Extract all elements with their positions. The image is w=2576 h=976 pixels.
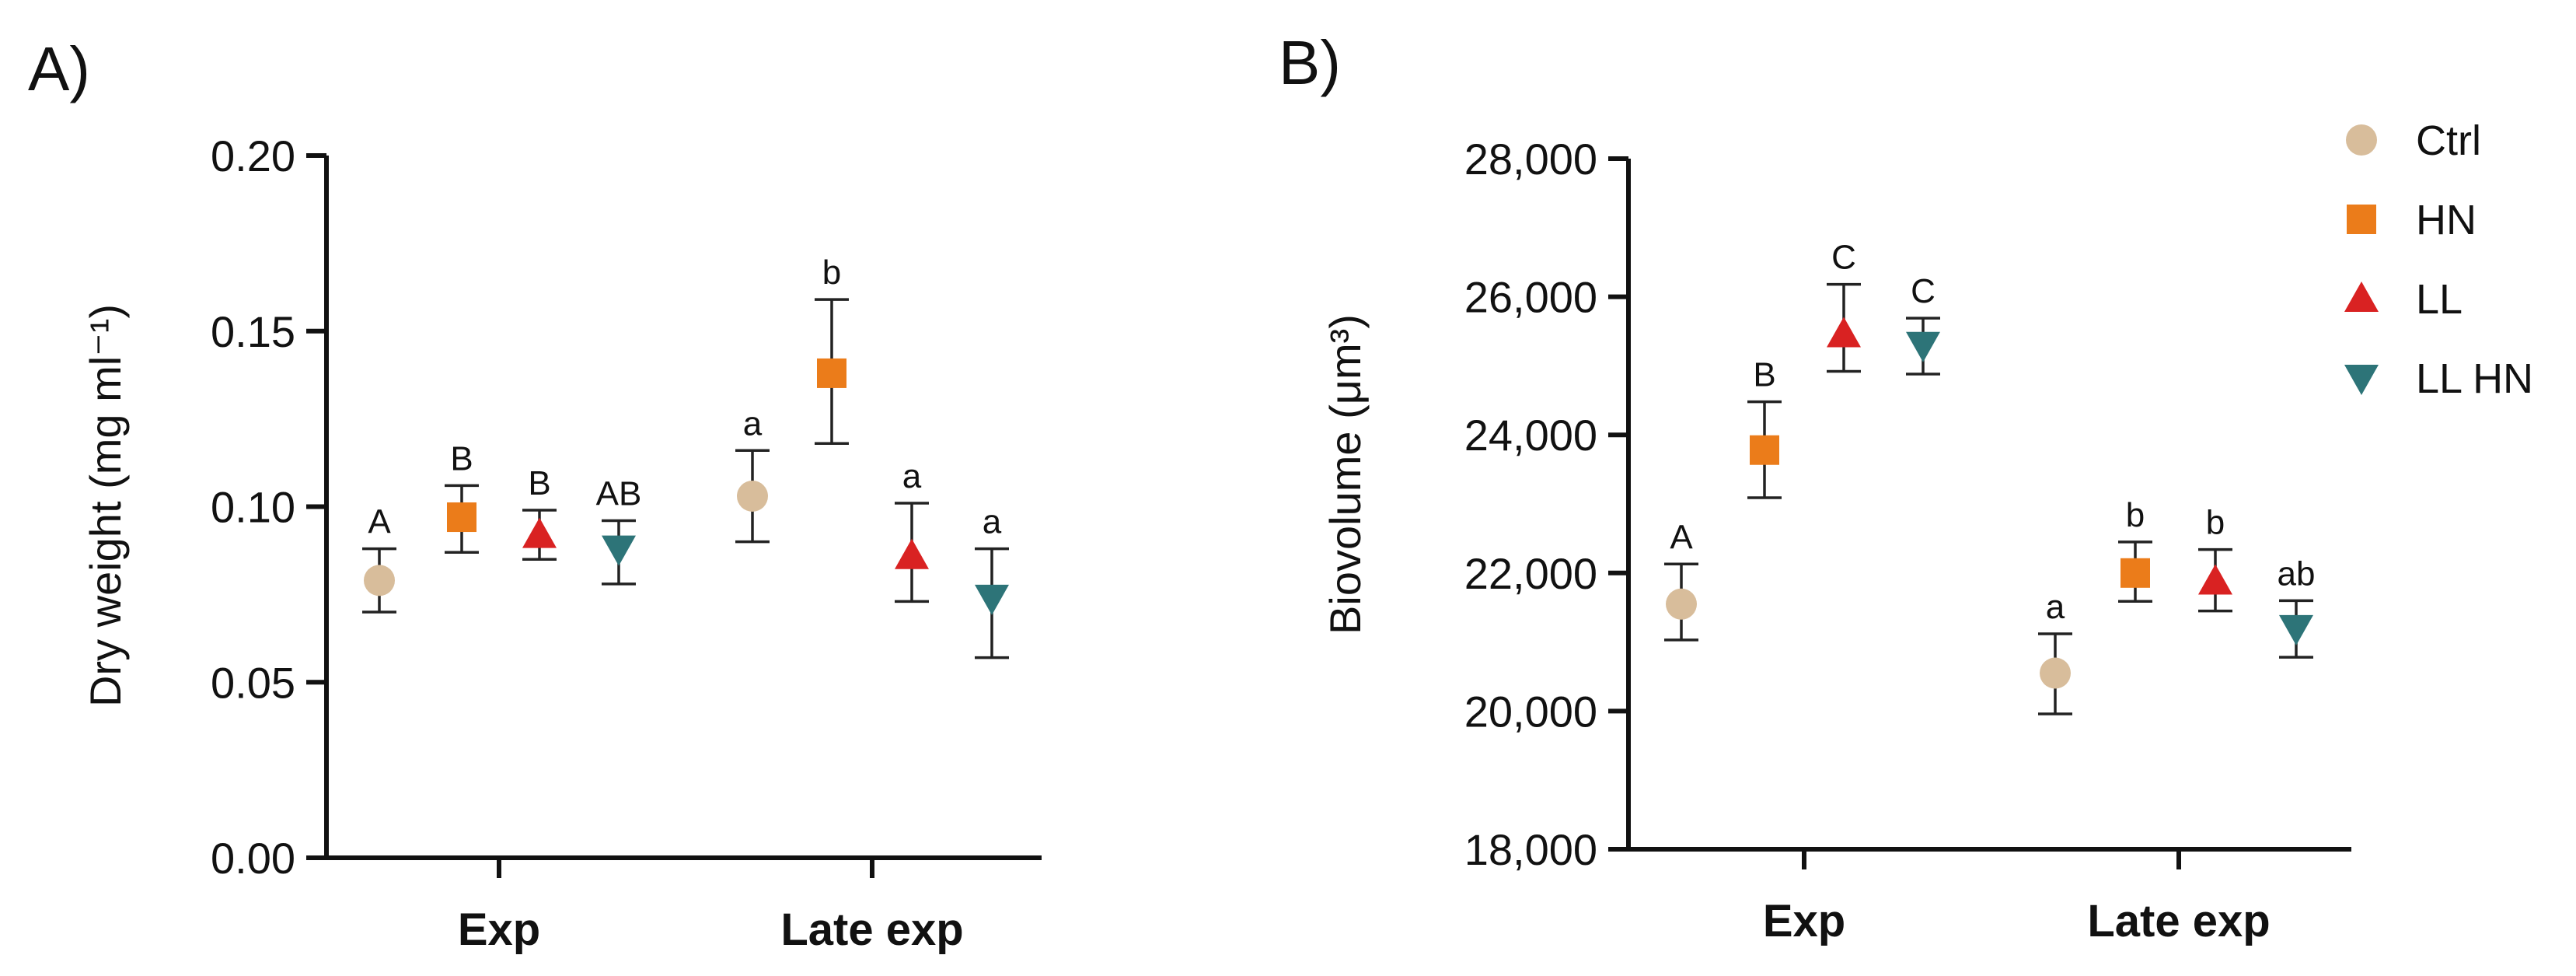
panel-a-marks: Aa Bb B a AB a (362, 254, 1009, 659)
panel-a-ll-hn-exp-significance-letter: AB (596, 475, 642, 513)
panel-b-x-tick-label-exp: Exp (1763, 896, 1845, 946)
panel-a-ll-hn-late-exp-point (975, 584, 1009, 615)
panel-a-ctrl-late-exp-point (737, 480, 768, 512)
panel-b-y-tick-label: 24,000 (1464, 411, 1597, 460)
panel-a-ll-hn-late-exp-significance-letter: a (983, 503, 1002, 541)
legend-label-ll: LL (2416, 276, 2463, 323)
panel-a-ll-hn-exp-point (602, 535, 636, 566)
panel-a-hn-late-exp-significance-letter: b (822, 254, 841, 292)
panel-a-hn-late-exp-point (817, 358, 846, 388)
panel-b-marks: Aa Bb Cb Cab (1664, 239, 2316, 715)
panel-b-hn-exp-point (1750, 435, 1779, 465)
panel-a-x-tick-label-exp: Exp (458, 904, 540, 955)
legend-item-hn: HN (2347, 197, 2477, 243)
panel-a-ll-late-exp-significance-letter: a (902, 457, 922, 495)
legend-marker-ll (2344, 282, 2379, 312)
legend-label-ll-hn: LL HN (2416, 355, 2533, 402)
panel-b-ctrl-late-exp-point (2040, 657, 2071, 689)
panel-a-y-tick-label: 0.10 (211, 483, 295, 532)
panel-a-hn-exp-point (447, 502, 476, 533)
panel-b-ll-hn-exp-significance-letter: C (1911, 272, 1935, 310)
panel-biovolume: B) Biovolume (μm³) 18,000 20,000 22,000 24,… (1279, 28, 2351, 946)
legend-item-ctrl: Ctrl (2346, 117, 2481, 164)
legend-label-hn: HN (2416, 197, 2477, 243)
legend-marker-ctrl (2346, 124, 2377, 156)
panel-a-ll-late-exp-point (895, 538, 929, 569)
legend-item-ll: LL (2344, 276, 2463, 323)
panel-b-hn-late-exp-point (2120, 558, 2150, 588)
panel-a-ctrl-late-exp-significance-letter: a (743, 404, 763, 443)
legend: Ctrl HN LL LL HN (2344, 117, 2533, 402)
panel-a-label: A) (28, 34, 90, 103)
panel-b-hn-late-exp-significance-letter: b (2126, 496, 2145, 534)
panel-b-y-axis-label: Biovolume (μm³) (1321, 314, 1370, 635)
panel-b-y-tick-label: 22,000 (1464, 549, 1597, 598)
panel-b-y-tick-label: 20,000 (1464, 687, 1597, 736)
panel-a-axes: 0.00 0.05 0.10 0.15 0.20 Exp Late exp (211, 131, 1042, 955)
panel-b-x-tick-label-late-exp: Late exp (2087, 896, 2270, 946)
panel-b-ctrl-late-exp-significance-letter: a (2046, 588, 2065, 626)
panel-a-ll-exp-point (522, 517, 557, 548)
panel-b-ll-hn-late-exp-point (2279, 614, 2313, 645)
panel-b-ll-exp-significance-letter: C (1831, 239, 1856, 277)
panel-b-y-tick-label: 28,000 (1464, 135, 1597, 184)
panel-b-ll-late-exp-point (2198, 564, 2232, 595)
panel-b-ll-hn-exp-point (1906, 331, 1940, 362)
panel-b-ll-exp-point (1827, 317, 1861, 348)
panel-b-label: B) (1279, 28, 1341, 97)
panel-a-ll-exp-significance-letter: B (528, 464, 550, 502)
panel-b-y-tick-label: 18,000 (1464, 825, 1597, 874)
panel-b-hn-exp-significance-letter: B (1753, 356, 1775, 394)
panel-a-ctrl-exp-significance-letter: A (368, 503, 391, 541)
panel-a-y-tick-label: 0.00 (211, 834, 295, 883)
legend-marker-hn (2347, 205, 2376, 234)
panel-b-ctrl-exp-significance-letter: A (1670, 518, 1693, 556)
panel-b-ll-late-exp-significance-letter: b (2206, 504, 2225, 542)
panel-a-y-tick-label: 0.15 (211, 307, 295, 356)
legend-item-ll-hn: LL HN (2344, 355, 2533, 402)
panel-b-ctrl-exp-point (1666, 588, 1697, 620)
panel-a-y-tick-label: 0.20 (211, 131, 295, 180)
panel-b-axes: 18,000 20,000 22,000 24,000 26,000 28,000 Exp L… (1464, 135, 2351, 946)
panel-a-y-tick-label: 0.05 (211, 658, 295, 707)
panel-dry-weight: A) Dry weight (mg ml⁻¹) 0.00 0.05 0.10 0.15… (28, 34, 1042, 955)
panel-b-ll-hn-late-exp-significance-letter: ab (2278, 554, 2316, 593)
legend-marker-ll-hn (2344, 365, 2379, 395)
legend-label-ctrl: Ctrl (2416, 117, 2481, 164)
panel-a-ctrl-exp-point (364, 565, 395, 596)
panel-a-x-tick-label-late-exp: Late exp (780, 904, 963, 955)
panel-a-hn-exp-significance-letter: B (450, 439, 473, 478)
panel-b-y-tick-label: 26,000 (1464, 273, 1597, 322)
panel-a-y-axis-label: Dry weight (mg ml⁻¹) (81, 304, 130, 707)
